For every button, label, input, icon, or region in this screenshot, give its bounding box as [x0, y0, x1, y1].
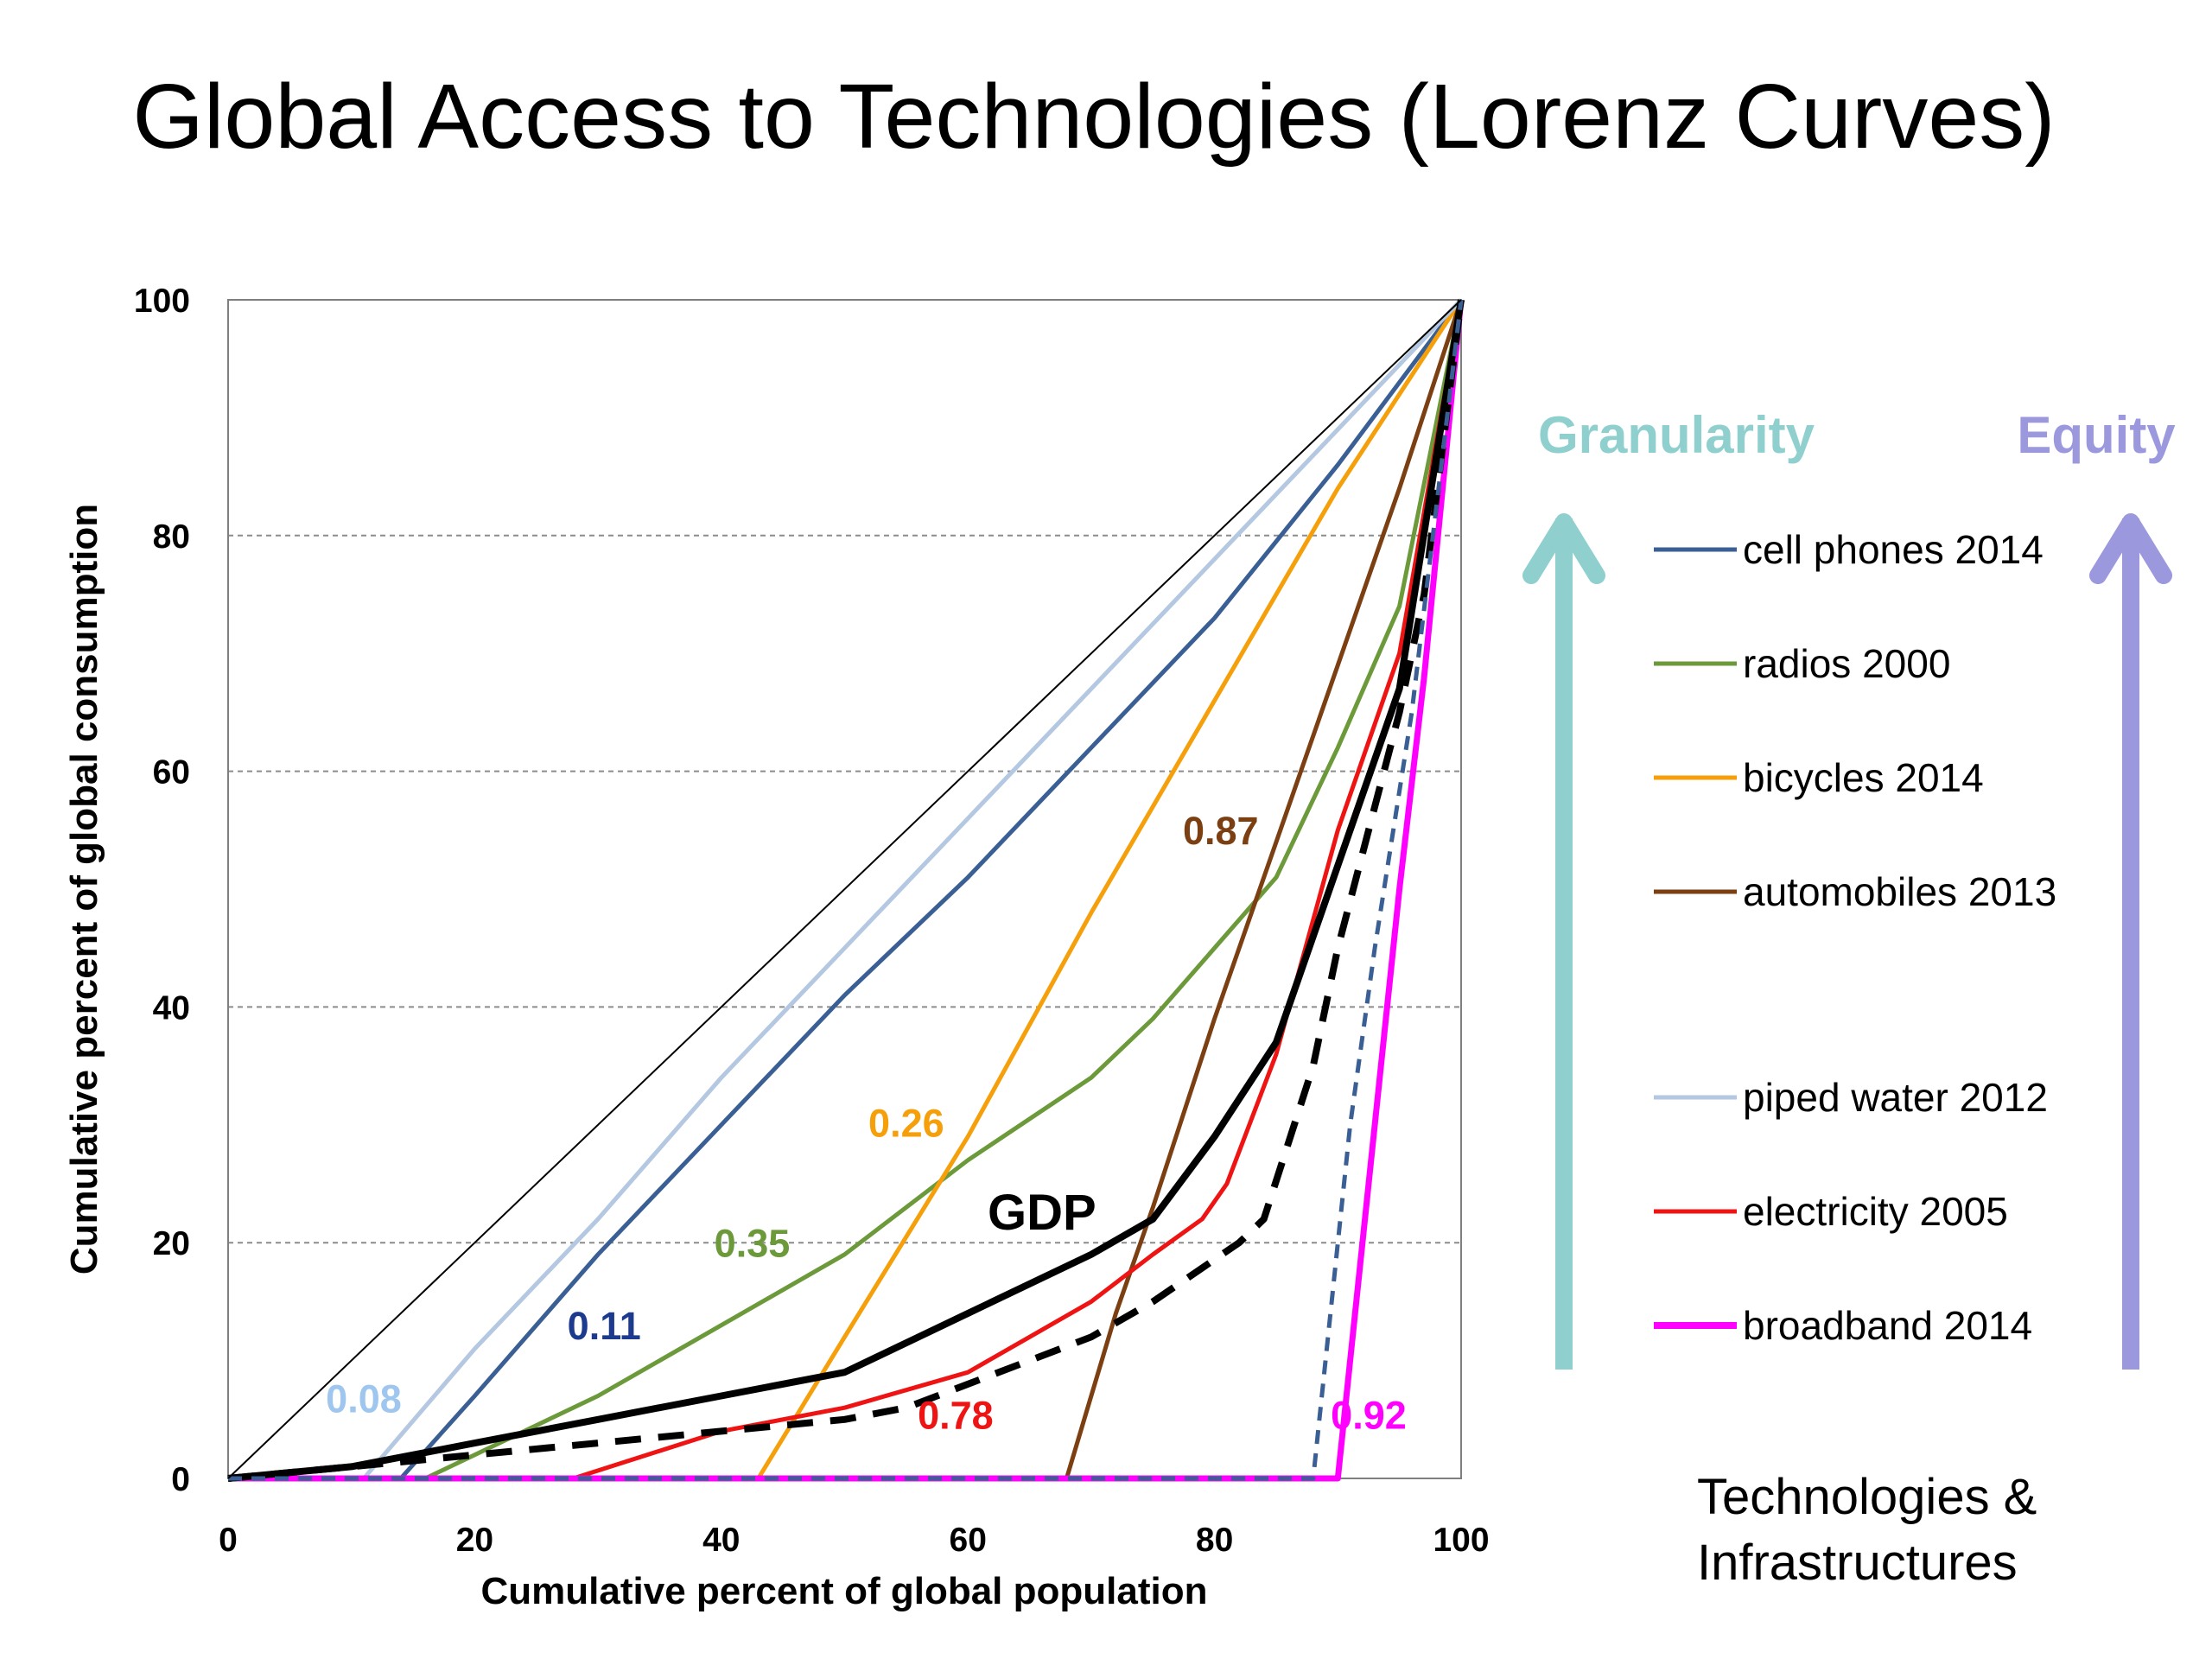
gini-label: 0.26: [868, 1101, 944, 1145]
gdp-label: GDP: [988, 1185, 1096, 1241]
equity-arrow-icon: [2089, 513, 2172, 1370]
x-tick-label: 20: [456, 1522, 493, 1559]
y-tick-label: 60: [153, 754, 190, 791]
equality-line: [227, 299, 1462, 1479]
series-lines: [227, 298, 1465, 1482]
gini-label: 0.87: [1183, 809, 1259, 853]
series-line-piped-water-2012: [228, 298, 1463, 1481]
y-tick-label: 40: [153, 989, 190, 1027]
x-tick-label: 0: [219, 1522, 238, 1559]
x-tick-label: 40: [702, 1522, 740, 1559]
series-line-broadband-2014: [228, 299, 1465, 1482]
legend-entry-radios-2000: radios 2000: [1743, 641, 1950, 686]
gini-label: 0.78: [918, 1394, 994, 1438]
dashed-series-line-9: [228, 299, 1464, 1481]
gini-label: 0.08: [326, 1377, 402, 1421]
series-line-automobiles-2013: [228, 299, 1464, 1481]
chart-title: Global Access to Technologies (Lorenz Cu…: [132, 66, 2055, 168]
grid-lines: [228, 299, 1461, 1244]
legend-entry-piped-water-2012: piped water 2012: [1743, 1075, 2048, 1120]
granularity-arrow-icon: [1522, 513, 1605, 1370]
series-line-bicycles-2014: [228, 298, 1464, 1481]
legend-entry-cell-phones-2014: cell phones 2014: [1743, 527, 2044, 572]
series-line-cell-phones-2014: [228, 298, 1464, 1481]
y-tick-label: 100: [134, 283, 190, 320]
legend-entry-automobiles-2013: automobiles 2013: [1743, 869, 2056, 914]
series-line-electricity-2005: [228, 299, 1464, 1481]
gini-label: 0.35: [715, 1222, 791, 1266]
y-tick-label: 80: [153, 518, 190, 556]
gini-label: 0.11: [568, 1304, 641, 1348]
footer-line-1: Technologies &: [1697, 1469, 2037, 1525]
legend-entry-bicycles-2014: bicycles 2014: [1743, 755, 1984, 800]
series-line-7: [227, 299, 1465, 1482]
equity-label: Equity: [2017, 406, 2176, 464]
legend-entry-broadband-2014: broadband 2014: [1743, 1303, 2032, 1348]
y-tick-label: 0: [171, 1461, 190, 1498]
x-tick-label: 80: [1196, 1522, 1233, 1559]
series-line-radios-2000: [228, 299, 1464, 1481]
y-axis-label: Cumulative percent of global consumption: [63, 504, 105, 1274]
footer-line-2: Infrastructures: [1697, 1535, 2018, 1591]
y-tick-label: 20: [153, 1225, 190, 1262]
legend: cell phones 2014 radios 2000 bicycles 2014…: [1654, 527, 2056, 1348]
x-tick-label: 100: [1433, 1522, 1489, 1559]
gini-label: 0.92: [1331, 1394, 1407, 1438]
x-tick-label: 60: [950, 1522, 987, 1559]
dashed-series-line-8: [227, 299, 1465, 1482]
x-axis-label: Cumulative percent of global population: [481, 1570, 1208, 1612]
granularity-label: Granularity: [1538, 406, 1815, 464]
chart-annotations: 0.08 0.11 0.35 0.26 0.87 0.78 0.92 GDP: [326, 809, 1407, 1438]
axis-ticks: 0 20 40 60 80 100 0 20 40 60 80 100: [134, 283, 1490, 1559]
legend-entry-electricity-2005: electricity 2005: [1743, 1189, 2008, 1234]
